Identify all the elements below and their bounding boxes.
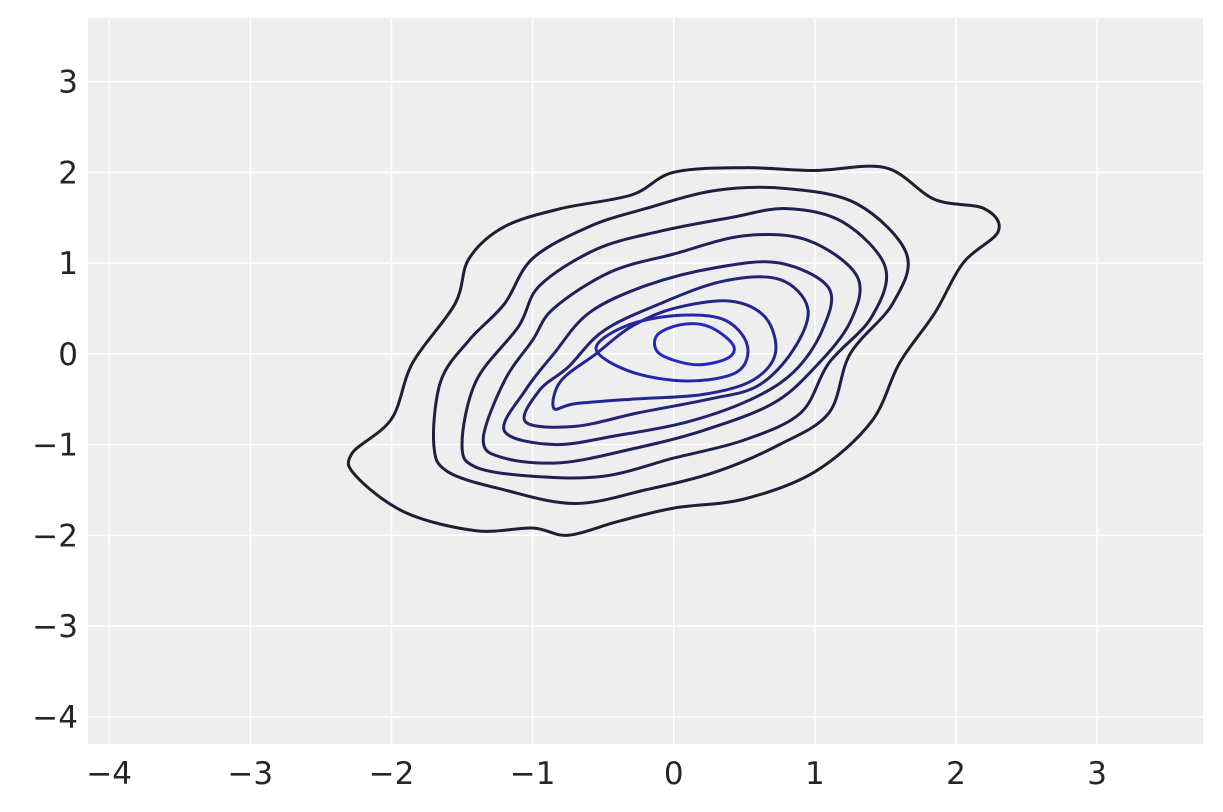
- x-tick-label: 3: [1087, 756, 1107, 792]
- y-axis-tick-labels: 3 2 1 0 −1 −2 −3 −4: [32, 65, 78, 736]
- y-tick-label: −3: [32, 609, 78, 645]
- y-tick-label: 2: [58, 155, 78, 191]
- x-tick-label: −4: [86, 756, 132, 792]
- y-tick-label: −2: [32, 518, 78, 554]
- x-tick-label: 1: [805, 756, 825, 792]
- contour-line-level-9: [652, 322, 736, 367]
- y-tick-label: 0: [58, 337, 78, 373]
- contour-line-level-3: [460, 207, 889, 480]
- y-tick-label: −1: [32, 428, 78, 464]
- x-tick-label: −3: [227, 756, 273, 792]
- x-tick-label: −2: [369, 756, 415, 792]
- y-tick-label: 1: [58, 246, 78, 282]
- x-axis-tick-labels: −4 −3 −2 −1 0 1 2 3: [86, 756, 1107, 792]
- x-tick-label: 2: [946, 756, 966, 792]
- contour-line-level-4: [481, 232, 862, 465]
- contour-line-level-7: [551, 299, 778, 411]
- contour-line-level-5: [502, 260, 834, 447]
- plot-background: [88, 18, 1203, 744]
- contour-line-level-8: [594, 313, 750, 383]
- x-tick-label: 0: [664, 756, 684, 792]
- contour-lines: [346, 164, 1001, 537]
- x-tick-label: −1: [510, 756, 556, 792]
- contour-line-level-1: [346, 164, 1001, 537]
- contour-line-level-2: [432, 185, 910, 505]
- contour-line-level-6: [522, 275, 810, 429]
- y-tick-label: 3: [58, 65, 78, 101]
- y-tick-label: −4: [32, 700, 78, 736]
